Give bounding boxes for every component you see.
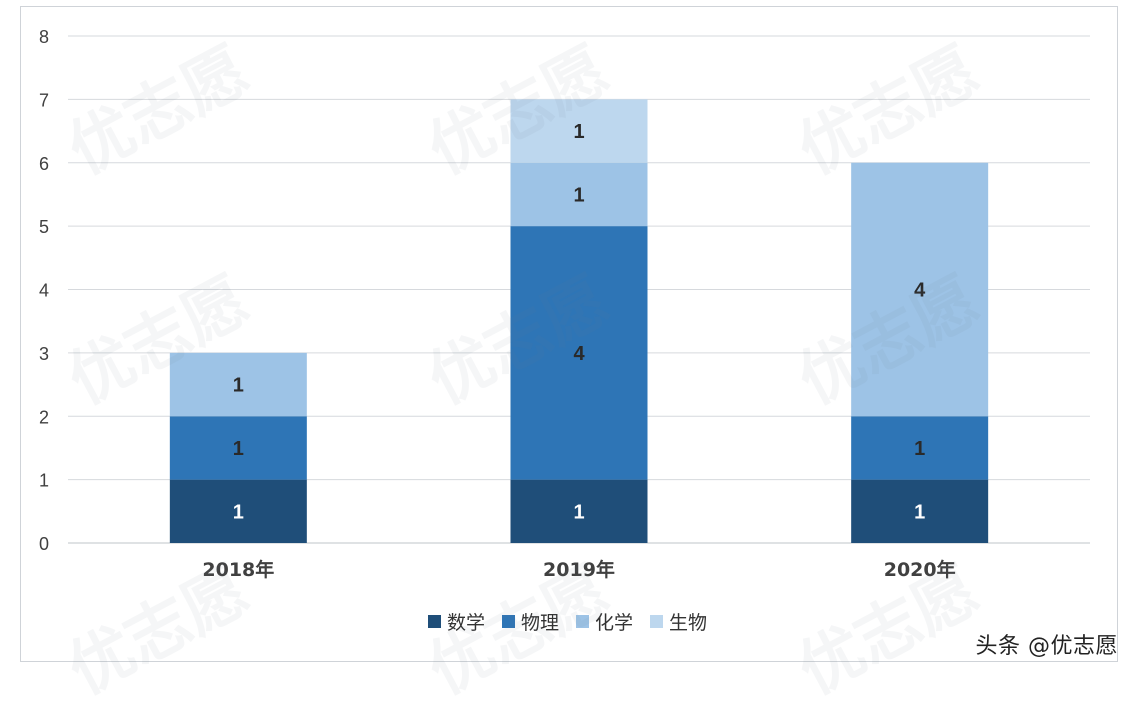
bar-segment — [851, 162, 989, 417]
legend-swatch — [502, 615, 515, 628]
data-label: 1 — [914, 501, 925, 523]
data-label: 4 — [573, 343, 585, 365]
y-tick-label: 5 — [39, 217, 49, 237]
y-tick-label: 6 — [39, 154, 49, 174]
legend-swatch — [428, 615, 441, 628]
data-label: 1 — [233, 438, 244, 460]
y-tick-label: 7 — [39, 90, 49, 110]
x-tick-label: 2020年 — [884, 558, 956, 581]
bar-segment — [169, 352, 307, 417]
y-tick-label: 3 — [39, 344, 49, 364]
data-label: 1 — [233, 501, 244, 523]
bar-segment — [510, 162, 648, 227]
bar-segment — [510, 479, 648, 543]
y-tick-label: 4 — [39, 281, 49, 301]
y-tick-label: 8 — [39, 27, 49, 47]
data-label: 1 — [573, 121, 584, 143]
legend-label: 生物 — [669, 612, 707, 634]
bar-segment — [510, 226, 648, 480]
y-tick-label: 0 — [39, 534, 49, 554]
y-tick-label: 2 — [39, 407, 49, 427]
x-tick-label: 2018年 — [202, 558, 274, 581]
data-label: 1 — [573, 501, 584, 523]
legend-label: 数学 — [447, 612, 485, 634]
bar-segment — [851, 416, 989, 480]
source-credit: 头条 @优志愿 — [975, 634, 1118, 659]
data-label: 1 — [573, 184, 584, 206]
x-tick-label: 2019年 — [543, 558, 615, 581]
bar-segment — [169, 479, 307, 543]
data-label: 4 — [914, 280, 926, 302]
legend-label: 物理 — [521, 612, 559, 634]
bar-segment — [851, 479, 989, 543]
data-label: 1 — [233, 375, 244, 397]
bar-segment — [169, 416, 307, 480]
bar-segment — [510, 99, 648, 163]
data-label: 1 — [914, 438, 925, 460]
legend-swatch — [576, 615, 589, 628]
legend-label: 化学 — [595, 612, 633, 634]
y-tick-label: 1 — [39, 471, 49, 491]
legend-swatch — [650, 615, 663, 628]
